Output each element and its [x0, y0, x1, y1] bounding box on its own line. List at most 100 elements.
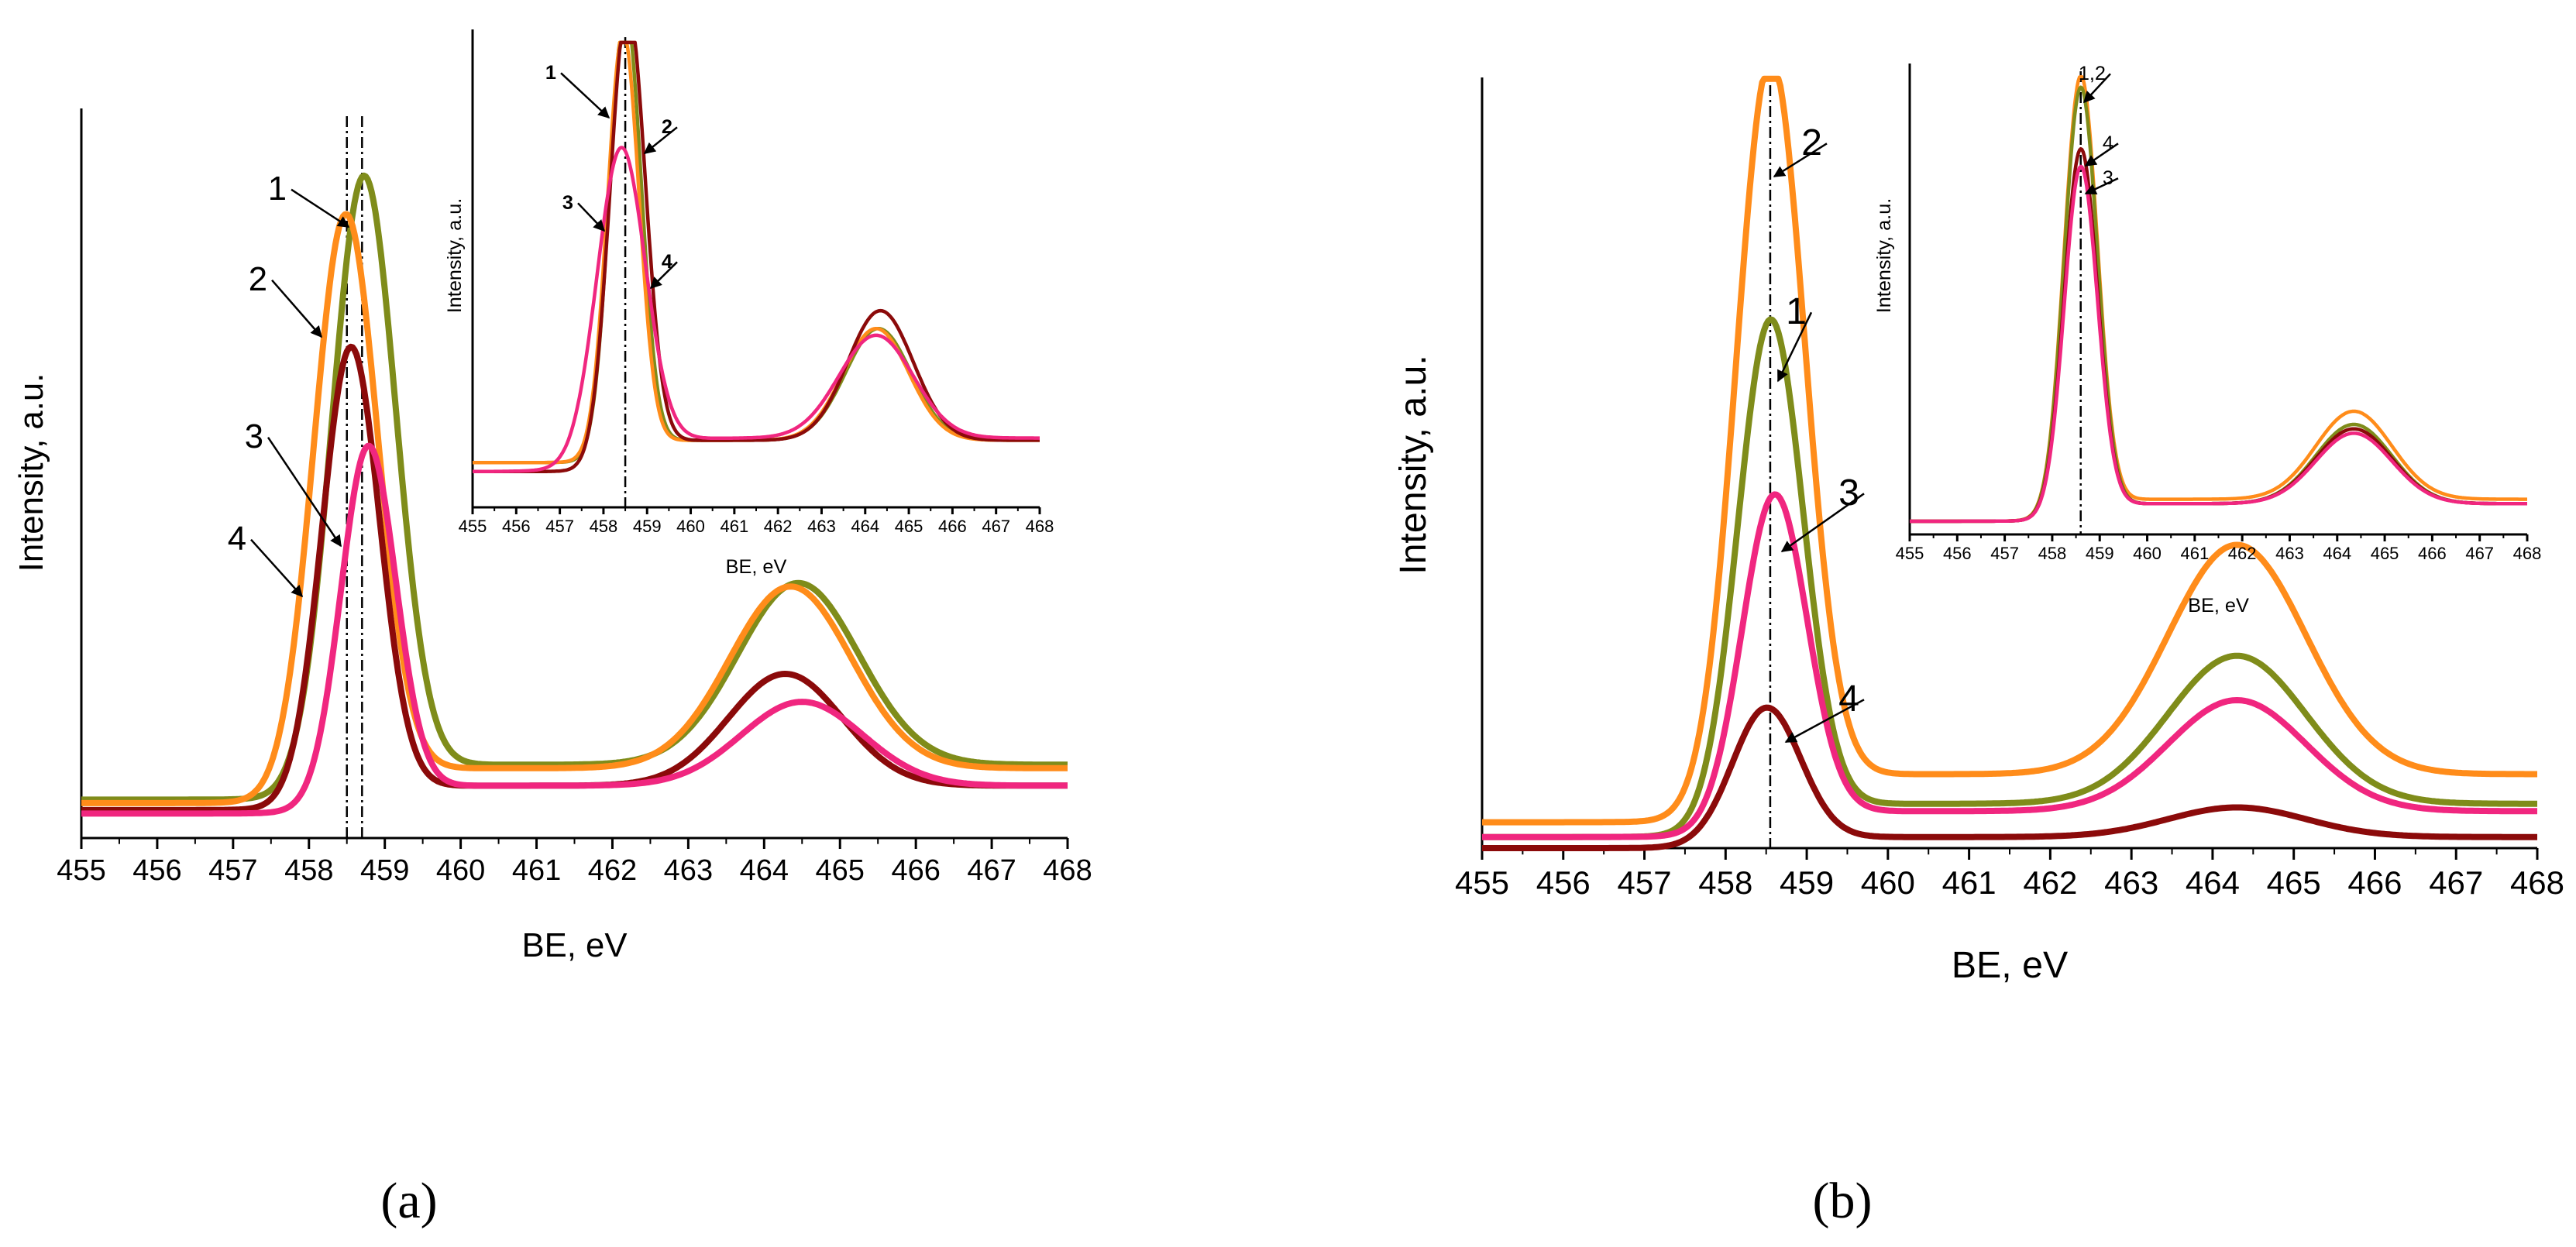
b-main-curve-arrow [1780, 493, 1865, 553]
b-main-curve-label: 1 [1786, 290, 1807, 332]
b-inset-series-4 [1909, 146, 2528, 524]
b-inset-curve-arrow [2084, 143, 2119, 167]
a-main-curve-label: 1 [268, 170, 287, 208]
panel-b: 455 456 457 458 459 460 461 462 463 464 465 466 467 4… [1392, 63, 2564, 986]
b-main-curve-label: 4 [1838, 678, 1859, 720]
b-main-x-tick-label: 464 [2186, 864, 2240, 901]
a-main-x-tick-label: 466 [891, 854, 940, 887]
b-inset-x-tick-label: 467 [2465, 544, 2494, 563]
a-main-x-tick-label: 457 [208, 854, 257, 887]
b-main-x-tick-label: 463 [2104, 864, 2158, 901]
b-inset-series-3 [1909, 164, 2528, 524]
b-main-curve-arrow [1776, 311, 1813, 383]
b-inset-x-tick-label: 456 [1943, 544, 1972, 563]
b-inset-x-tick-label: 457 [1990, 544, 2019, 563]
b-main-curve-label: 3 [1838, 472, 1859, 514]
a-main-x-tick-label: 467 [967, 854, 1016, 887]
b-inset-curve-arrow [2084, 177, 2119, 195]
b-inset-series-1-2 [1909, 75, 2528, 524]
a-inset-curve-label: 3 [562, 192, 573, 214]
b-main-x-tick-label: 466 [2347, 864, 2402, 901]
a-inset-y-axis-label: Intensity, a.u. [444, 198, 466, 314]
a-inset-x-tick-label: 460 [676, 517, 705, 536]
a-main-x-tick-label: 464 [740, 854, 789, 887]
a-inset-x-tick-label: 467 [982, 517, 1010, 536]
b-main-curve-arrow [1784, 699, 1865, 744]
a-inset-curve-label: 1 [545, 62, 556, 84]
panel-label-b: (b) [1813, 1173, 1873, 1229]
b-main-x-tick-label: 468 [2510, 864, 2564, 901]
b-main-x-tick-label: 457 [1617, 864, 1671, 901]
b-main-x-tick-label: 455 [1455, 864, 1509, 901]
a-inset-series-2 [472, 40, 1040, 465]
b-main-x-axis-label: BE, eV [1952, 944, 2068, 986]
a-main-x-tick-label: 461 [512, 854, 561, 887]
b-main-curve-arrow [1773, 143, 1828, 178]
panel-a: 455 456 457 458 459 460 461 462 463 464 465 466 467 4… [12, 29, 1092, 964]
b-inset-curve-arrow [2082, 73, 2111, 104]
b-inset-curve-label: 1,2 [2079, 63, 2106, 84]
a-main-x-axis-label: BE, eV [522, 926, 628, 964]
a-inset-curve-label: 4 [662, 251, 672, 273]
b-main-x-tick-label: 458 [1698, 864, 1752, 901]
a-main-x-tick-label: 462 [588, 854, 637, 887]
panel-label-a: (a) [380, 1173, 437, 1229]
b-main-x-tick-label: 461 [1942, 864, 1996, 901]
a-inset-curve-arrow [560, 72, 610, 119]
a-inset-x-axis-label: BE, eV [726, 556, 787, 578]
a-main-x-tick-label: 465 [816, 854, 865, 887]
a-inset-x-tick-label: 455 [459, 517, 487, 536]
a-inset-curve-arrow [577, 202, 606, 232]
b-main-x-tick-label: 465 [2267, 864, 2321, 901]
a-inset-curve-arrow [643, 126, 678, 154]
a-inset-curve-arrow [649, 261, 678, 290]
b-inset-x-tick-label: 455 [1896, 544, 1924, 563]
a-main-y-axis-label: Intensity, a.u. [12, 373, 50, 572]
b-main-y-axis-label: Intensity, a.u. [1392, 355, 1434, 575]
b-inset-x-tick-label: 458 [2038, 544, 2067, 563]
b-inset-x-tick-label: 461 [2180, 544, 2209, 563]
a-main-curve-label: 4 [228, 520, 246, 558]
a-main-series-4 [80, 442, 1069, 817]
a-main-x-tick-label: 459 [360, 854, 409, 887]
b-main-series-2 [1481, 75, 2539, 826]
b-inset-y-axis-label: Intensity, a.u. [1873, 198, 1895, 314]
b-main-x-tick-label: 460 [1861, 864, 1915, 901]
b-main-x-tick-label: 467 [2429, 864, 2483, 901]
a-inset-x-tick-label: 468 [1026, 517, 1054, 536]
a-inset-x-tick-label: 466 [938, 517, 967, 536]
a-main-curve-arrow [271, 279, 322, 338]
a-main-curve-arrow [291, 188, 350, 228]
a-inset-series-1 [472, 40, 1040, 465]
b-inset-x-tick-label: 465 [2371, 544, 2399, 563]
a-inset-x-tick-label: 463 [807, 517, 836, 536]
b-inset-series-1 [1909, 85, 2528, 524]
b-inset-x-tick-label: 460 [2133, 544, 2162, 563]
b-inset-x-tick-label: 462 [2228, 544, 2257, 563]
b-main-series-1 [1481, 316, 2539, 840]
a-main-curve-label: 3 [245, 417, 263, 455]
b-inset-x-tick-label: 466 [2418, 544, 2447, 563]
a-main-x-tick-label: 455 [57, 854, 105, 887]
b-main-series-4 [1481, 704, 2539, 851]
a-main-x-tick-label: 463 [664, 854, 713, 887]
a-main-series-1 [80, 172, 1069, 803]
a-inset-x-tick-label: 458 [590, 517, 618, 536]
b-inset-x-tick-label: 463 [2275, 544, 2304, 563]
a-main-series-2 [80, 211, 1069, 806]
a-main-x-tick-label: 460 [436, 854, 485, 887]
a-inset-x-tick-label: 457 [545, 517, 574, 536]
b-inset-x-tick-label: 468 [2513, 544, 2542, 563]
b-main-series-3 [1481, 491, 2539, 840]
b-inset-x-tick-label: 459 [2086, 544, 2114, 563]
b-main-x-tick-label: 459 [1780, 864, 1834, 901]
a-main-curve-label: 2 [249, 260, 267, 298]
b-inset-x-tick-label: 464 [2323, 544, 2351, 563]
a-inset-x-tick-label: 462 [764, 517, 793, 536]
a-inset-x-tick-label: 465 [895, 517, 923, 536]
a-inset-series-4 [472, 146, 1040, 474]
b-main-x-tick-label: 462 [2023, 864, 2077, 901]
a-main-x-tick-label: 468 [1043, 854, 1092, 887]
a-inset-x-tick-label: 461 [720, 517, 748, 536]
a-main-curve-arrow [250, 538, 304, 598]
